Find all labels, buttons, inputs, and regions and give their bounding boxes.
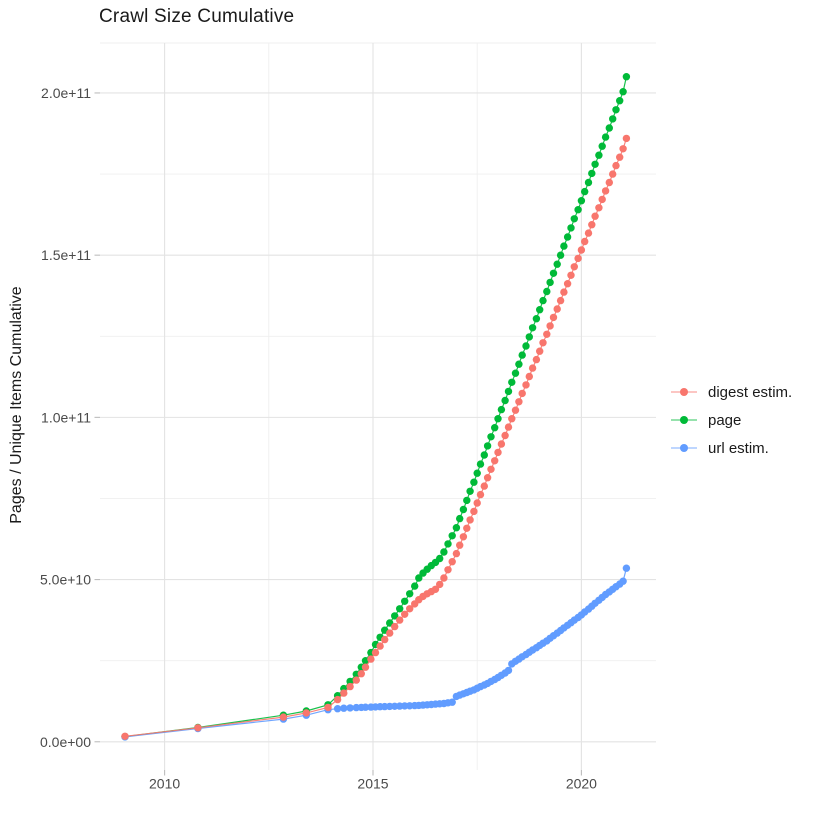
- series-digest-estim: [121, 134, 631, 740]
- y-tick-label: 5.0e+10: [40, 572, 91, 588]
- x-tick-label: 2010: [149, 776, 180, 792]
- legend-item-url-estim: url estim.: [670, 434, 792, 462]
- y-tick-label: 0.0e+00: [40, 734, 91, 750]
- legend-label: digest estim.: [708, 383, 793, 401]
- series-page: [121, 73, 631, 741]
- y-tick-label: 1.5e+11: [41, 247, 91, 263]
- legend-key-page-icon: [671, 416, 697, 424]
- y-tick-label: 2.0e+11: [41, 85, 91, 101]
- legend-item-digest-estim: digest estim.: [670, 378, 792, 406]
- y-tick-label: 1.0e+11: [41, 409, 91, 425]
- legend: digest estim. page url estim.: [670, 378, 792, 462]
- x-tick-label: 2020: [566, 776, 597, 792]
- plot-title: Crawl Size Cumulative: [99, 6, 295, 27]
- gridlines-minor: [100, 42, 656, 770]
- series-url-estim: [121, 564, 631, 741]
- y-axis-title: Pages / Unique Items Cumulative: [8, 286, 25, 524]
- axis-ticks: [94, 92, 582, 776]
- y-tick-labels: 0.0e+00 5.0e+10 1.0e+11 1.5e+11 2.0e+11: [40, 85, 91, 750]
- legend-label: url estim.: [708, 439, 769, 457]
- legend-key-digest-icon: [671, 388, 697, 396]
- x-tick-label: 2015: [357, 776, 388, 792]
- x-tick-labels: 2010 2015 2020: [149, 776, 597, 792]
- legend-label: page: [708, 411, 742, 429]
- legend-key-url-icon: [671, 444, 697, 452]
- legend-item-page: page: [670, 406, 792, 434]
